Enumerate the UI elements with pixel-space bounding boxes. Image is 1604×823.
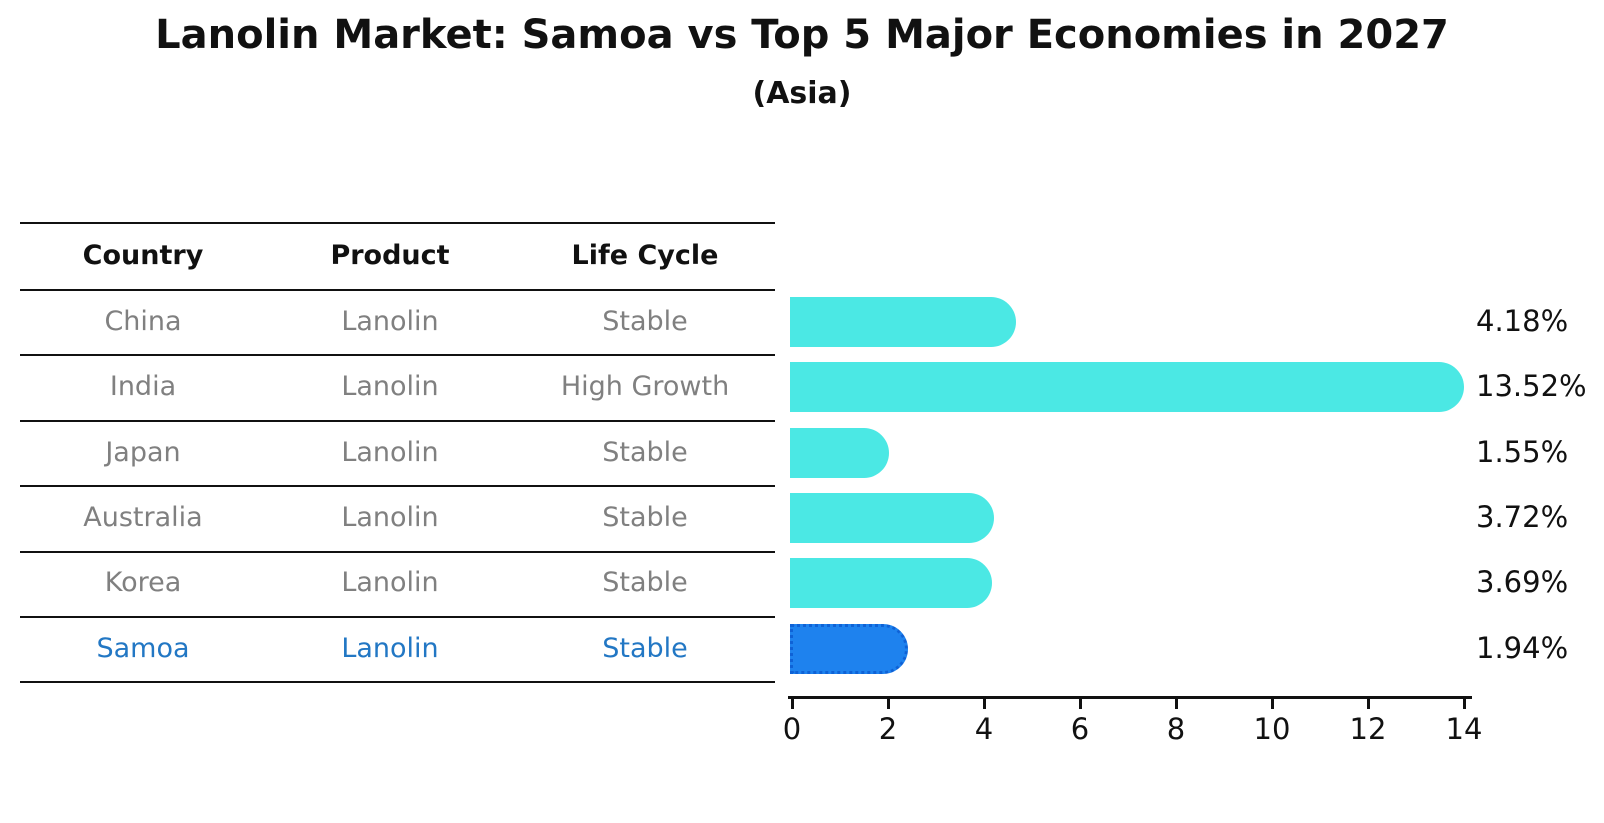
row-country: Samoa — [96, 632, 190, 664]
row-product: Lanolin — [341, 632, 439, 664]
bar-india — [790, 362, 1464, 413]
bar-japan — [790, 427, 890, 478]
chart-subtitle: (Asia) — [752, 76, 852, 111]
row-product: Lanolin — [341, 436, 439, 468]
row-life-cycle: Stable — [602, 632, 688, 664]
table-row-border — [20, 419, 775, 422]
x-tick — [1366, 699, 1370, 709]
x-tick — [886, 699, 890, 709]
row-product: Lanolin — [341, 305, 439, 337]
value-label: 3.72% — [1476, 499, 1569, 534]
row-country: Korea — [104, 567, 182, 599]
value-label: 3.69% — [1476, 565, 1569, 600]
table-row-border — [20, 550, 775, 553]
row-life-cycle: Stable — [602, 567, 688, 599]
x-tick-label: 8 — [1166, 712, 1186, 746]
x-tick-label: 4 — [974, 712, 994, 746]
row-country: India — [109, 371, 177, 403]
row-life-cycle: High Growth — [560, 371, 730, 403]
x-tick-label: 14 — [1445, 712, 1483, 746]
x-tick-label: 10 — [1253, 712, 1291, 746]
x-tick — [1174, 699, 1178, 709]
row-product: Lanolin — [341, 371, 439, 403]
value-label: 13.52% — [1476, 369, 1587, 404]
x-tick-label: 6 — [1070, 712, 1090, 746]
x-tick — [1078, 699, 1082, 709]
row-product: Lanolin — [341, 501, 439, 533]
chart-title: Lanolin Market: Samoa vs Top 5 Major Eco… — [155, 12, 1449, 58]
table-row-border — [20, 616, 775, 618]
row-country: Japan — [105, 436, 181, 468]
x-axis-line — [788, 696, 1472, 699]
x-tick — [1462, 699, 1466, 709]
table-row-border — [20, 485, 775, 488]
row-life-cycle: Stable — [602, 501, 688, 533]
table-row-border — [20, 681, 775, 684]
row-life-cycle: Stable — [602, 436, 688, 468]
table-top-border — [20, 222, 775, 224]
table-header-border — [20, 289, 775, 291]
value-label: 1.94% — [1476, 630, 1569, 665]
value-label: 1.55% — [1476, 434, 1569, 469]
x-tick-label: 12 — [1349, 712, 1387, 746]
row-country: Australia — [83, 501, 203, 533]
table-row-border — [20, 354, 775, 357]
x-tick-label: 0 — [782, 712, 802, 746]
x-tick-label: 2 — [878, 712, 898, 746]
column-header-product: Product — [330, 240, 450, 271]
bar-china — [790, 296, 1016, 347]
x-tick — [790, 699, 794, 709]
row-product: Lanolin — [341, 567, 439, 599]
row-country: China — [104, 305, 182, 337]
value-label: 4.18% — [1476, 303, 1569, 338]
column-header-life-cycle: Life Cycle — [571, 240, 719, 271]
bar-korea — [790, 558, 993, 609]
row-life-cycle: Stable — [602, 305, 688, 337]
x-tick — [1270, 699, 1274, 709]
bar-samoa — [790, 623, 909, 674]
x-tick — [982, 699, 986, 709]
column-header-country: Country — [82, 240, 204, 271]
bar-australia — [790, 492, 994, 543]
